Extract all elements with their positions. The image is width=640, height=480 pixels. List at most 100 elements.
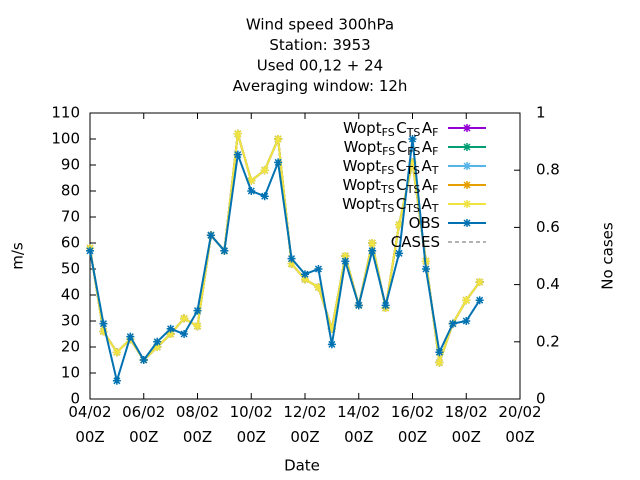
legend-label: WoptFS CFS AF [344,138,440,159]
y-tick-label: 70 [61,208,80,226]
point-marker [112,348,121,357]
y2-tick-label: 0.6 [536,218,560,236]
point-marker [435,348,444,357]
legend-label: WoptTS CTS AF [342,176,440,197]
point-marker [368,239,377,247]
point-marker [408,158,417,167]
x-tick-label: 06/02 00Z [122,403,165,446]
point-marker [314,283,323,292]
point-marker [435,358,444,367]
point-marker [287,259,296,268]
point-marker [395,220,404,229]
legend-marker [463,200,471,208]
point-marker [462,296,471,305]
legend-marker [463,162,471,170]
y2-axis-label: No cases [599,222,617,290]
x-axis-label: Date [284,457,320,475]
point-marker [475,278,484,286]
legend-label: WoptTS CTS AT [342,195,440,216]
y-tick-label: 30 [61,312,80,330]
point-marker [287,254,296,263]
point-marker [314,265,323,273]
legend-marker [463,143,471,151]
y-tick-label: 0 [70,390,80,408]
legend-label: CASES [391,233,440,251]
y-tick-label: 90 [61,156,80,174]
x-tick-label: 16/02 00Z [391,403,434,446]
y2-tick-label: 0.2 [536,332,560,350]
point-marker [354,301,363,310]
point-marker [233,129,242,138]
point-marker [421,265,430,273]
point-marker [86,246,94,255]
point-marker [180,330,189,338]
point-marker [206,231,215,240]
y-axis-label: m/s [9,242,27,270]
point-marker [166,324,175,333]
y-tick-label: 50 [61,260,80,278]
y2-tick-label: 0.4 [536,275,560,293]
point-marker [301,275,309,284]
y-tick-label: 40 [61,286,80,304]
point-marker [193,322,202,331]
point-marker [274,158,283,167]
point-marker [112,376,121,385]
point-marker [448,319,457,328]
y2-tick-label: 0.8 [536,161,560,179]
point-marker [247,176,256,185]
chart-title: Averaging window: 12h [233,77,408,95]
point-marker [260,192,269,201]
point-marker [301,270,309,279]
x-tick-label: 04/02 00Z [68,403,111,446]
point-marker [408,135,417,143]
point-marker [341,257,350,266]
point-marker [139,356,148,364]
x-tick-label: 18/02 00Z [445,403,488,446]
y2-tick-label: 1 [536,104,546,122]
x-tick-label: 20/02 00Z [498,403,541,446]
point-marker [99,319,108,328]
x-tick-label: 08/02 00Z [176,403,219,446]
point-marker [180,314,189,323]
legend-label: WoptFS CTS AF [343,119,440,140]
x-tick-label: 10/02 00Z [230,403,273,446]
legend-marker [463,181,471,189]
x-tick-label: 14/02 00Z [337,403,380,446]
point-marker [341,252,350,260]
point-marker [327,340,336,349]
chart-title: Station: 3953 [269,36,370,54]
point-marker [327,324,336,333]
point-marker [166,330,175,338]
legend-label: OBS [409,214,440,232]
point-marker [475,296,484,305]
point-marker [153,343,162,351]
point-marker [193,306,202,315]
chart-title: Wind speed 300hPa [246,16,394,34]
point-marker [274,135,283,143]
point-marker [260,166,269,175]
y-tick-label: 20 [61,338,80,356]
point-marker [99,327,108,336]
point-marker [247,187,256,195]
point-marker [462,317,471,325]
chart-title: Used 00,12 + 24 [257,57,383,75]
y-tick-label: 10 [61,364,80,382]
point-marker [368,246,377,255]
y-tick-label: 80 [61,182,80,200]
y-tick-label: 100 [51,130,80,148]
legend-label: WoptFS CTS AT [343,157,440,178]
point-marker [126,332,135,341]
legend-marker [463,219,471,227]
y-tick-label: 60 [61,234,80,252]
point-marker [233,150,242,159]
point-marker [220,246,229,255]
point-marker [153,337,162,346]
y2-tick-label: 0 [536,390,546,408]
point-marker [395,249,404,258]
point-marker [381,301,390,310]
legend-marker [463,124,471,132]
x-tick-label: 12/02 00Z [283,403,326,446]
y-tick-label: 110 [51,104,80,122]
